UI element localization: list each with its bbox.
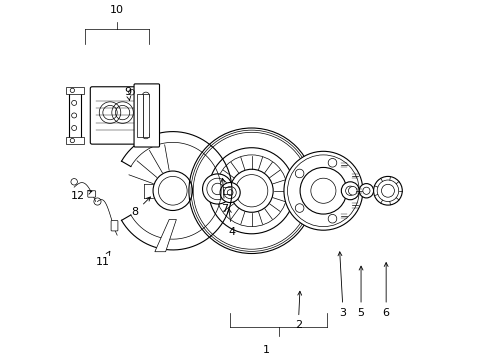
- Circle shape: [220, 183, 240, 203]
- Circle shape: [373, 176, 402, 205]
- Circle shape: [348, 186, 356, 195]
- Text: 9: 9: [124, 87, 131, 100]
- Text: 3: 3: [337, 252, 346, 318]
- Polygon shape: [155, 220, 176, 252]
- Circle shape: [327, 215, 336, 223]
- Circle shape: [295, 169, 303, 178]
- FancyBboxPatch shape: [111, 221, 118, 231]
- Circle shape: [341, 182, 359, 200]
- FancyBboxPatch shape: [90, 87, 140, 144]
- FancyBboxPatch shape: [66, 137, 84, 144]
- Text: 7: 7: [221, 178, 228, 214]
- Text: 2: 2: [294, 291, 301, 330]
- Text: 11: 11: [96, 251, 110, 267]
- Circle shape: [359, 184, 373, 198]
- FancyBboxPatch shape: [143, 94, 149, 137]
- Circle shape: [295, 204, 303, 212]
- Text: 6: 6: [382, 262, 389, 318]
- FancyBboxPatch shape: [88, 191, 96, 197]
- FancyBboxPatch shape: [66, 87, 84, 94]
- Text: 8: 8: [131, 197, 150, 217]
- Text: 5: 5: [357, 266, 364, 318]
- FancyBboxPatch shape: [69, 90, 81, 140]
- Circle shape: [188, 128, 314, 253]
- Circle shape: [327, 158, 336, 167]
- FancyBboxPatch shape: [137, 94, 142, 137]
- Text: 1: 1: [262, 345, 269, 355]
- Circle shape: [202, 174, 232, 204]
- Text: 4: 4: [227, 209, 235, 237]
- Circle shape: [284, 151, 362, 230]
- Text: 10: 10: [110, 5, 124, 15]
- FancyBboxPatch shape: [134, 84, 159, 147]
- Text: 12: 12: [71, 190, 92, 201]
